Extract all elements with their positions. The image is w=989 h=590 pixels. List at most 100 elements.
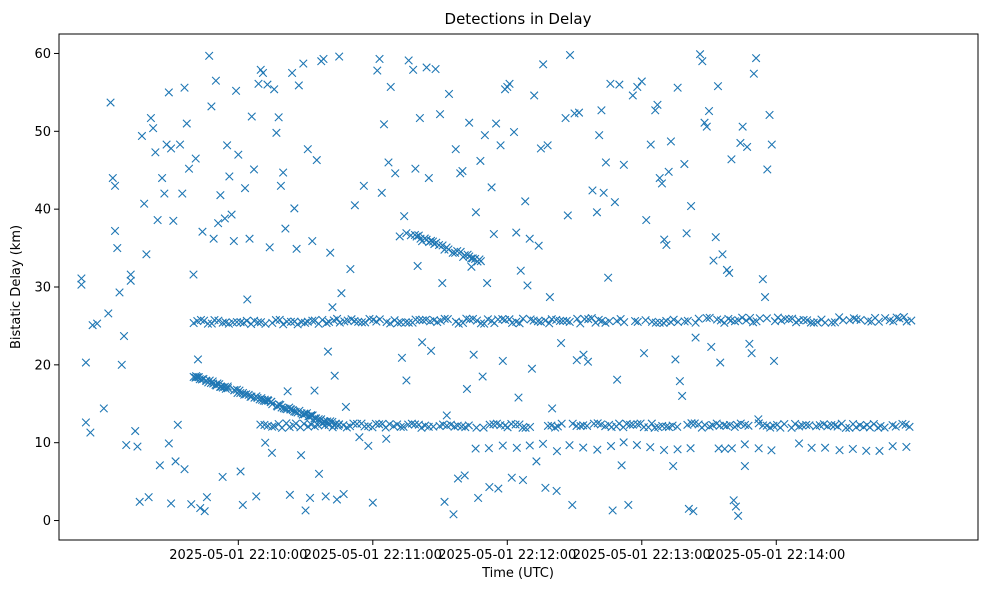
data-point: [755, 314, 765, 323]
data-point: [848, 444, 858, 454]
data-point: [117, 360, 126, 370]
data-point: [213, 218, 223, 228]
data-point: [303, 145, 312, 154]
data-point: [505, 79, 514, 89]
data-point: [229, 236, 239, 246]
data-point: [525, 422, 535, 432]
data-point: [835, 446, 844, 455]
data-point: [473, 493, 483, 503]
data-point: [234, 150, 243, 159]
data-point: [415, 315, 424, 325]
data-point: [899, 312, 909, 322]
data-point: [139, 199, 149, 208]
data-point: [526, 315, 535, 324]
data-point: [639, 348, 649, 358]
data-point: [319, 54, 328, 64]
data-point: [702, 122, 711, 131]
data-point: [862, 446, 871, 456]
data-point: [191, 154, 200, 163]
data-point: [615, 80, 624, 89]
data-point: [725, 420, 735, 430]
data-point: [386, 82, 395, 92]
data-point: [385, 420, 394, 429]
data-point: [252, 492, 261, 501]
data-point: [675, 377, 685, 386]
data-point: [646, 140, 655, 149]
data-point: [368, 498, 377, 507]
data-point: [236, 467, 245, 476]
data-point: [301, 506, 310, 515]
data-point: [563, 211, 573, 220]
data-point: [733, 511, 743, 521]
data-point: [146, 113, 156, 123]
data-point: [476, 256, 486, 266]
data-point: [415, 113, 425, 123]
data-point: [462, 314, 471, 323]
data-point: [99, 404, 109, 413]
data-point: [106, 98, 115, 107]
data-point: [619, 317, 629, 327]
data-point: [413, 261, 422, 271]
y-tick-label: 30: [34, 281, 51, 296]
data-point: [137, 131, 147, 141]
data-point: [339, 489, 348, 499]
data-point: [153, 215, 162, 225]
data-point: [496, 141, 505, 150]
data-point: [718, 250, 727, 259]
data-point: [354, 317, 363, 326]
data-point: [597, 106, 606, 115]
data-point: [241, 390, 251, 399]
data-point: [898, 419, 907, 429]
data-point: [334, 52, 344, 61]
data-point: [587, 313, 596, 323]
data-point: [242, 316, 251, 325]
data-point: [525, 234, 534, 243]
data-point: [404, 56, 413, 65]
data-point: [276, 181, 286, 190]
data-point: [417, 423, 426, 433]
data-point: [625, 420, 635, 430]
data-point: [216, 382, 226, 392]
data-point: [166, 144, 176, 153]
data-point: [86, 428, 95, 437]
data-point: [340, 317, 349, 326]
data-point: [553, 422, 563, 431]
data-point: [651, 106, 660, 115]
data-point: [402, 376, 411, 385]
data-point: [700, 118, 709, 127]
data-point: [617, 461, 626, 470]
data-point: [702, 313, 711, 323]
data-point: [350, 201, 360, 210]
data-point: [324, 317, 334, 327]
data-point: [704, 106, 714, 116]
data-point: [318, 315, 327, 325]
data-point: [382, 434, 391, 443]
data-point: [279, 320, 288, 329]
data-point: [514, 393, 523, 402]
data-point: [482, 278, 492, 288]
data-point: [849, 314, 859, 323]
x-tick-label: 2025-05-01 22:13:00: [573, 548, 711, 563]
data-point: [271, 315, 281, 325]
data-point: [169, 216, 178, 226]
data-point: [209, 234, 218, 243]
data-point: [827, 420, 836, 430]
data-point: [619, 438, 628, 447]
data-point: [580, 314, 589, 324]
data-point: [418, 316, 427, 325]
data-point: [608, 506, 617, 515]
data-point: [285, 490, 295, 500]
data-point: [552, 447, 562, 456]
data-point: [268, 400, 277, 409]
data-point: [666, 137, 676, 146]
data-point: [417, 338, 427, 347]
data-point: [802, 316, 812, 325]
data-point: [189, 270, 198, 279]
data-point: [532, 457, 541, 466]
data-point: [299, 59, 308, 68]
data-point: [126, 270, 135, 279]
data-point: [263, 80, 272, 89]
data-point: [592, 208, 602, 217]
data-point: [518, 314, 528, 323]
